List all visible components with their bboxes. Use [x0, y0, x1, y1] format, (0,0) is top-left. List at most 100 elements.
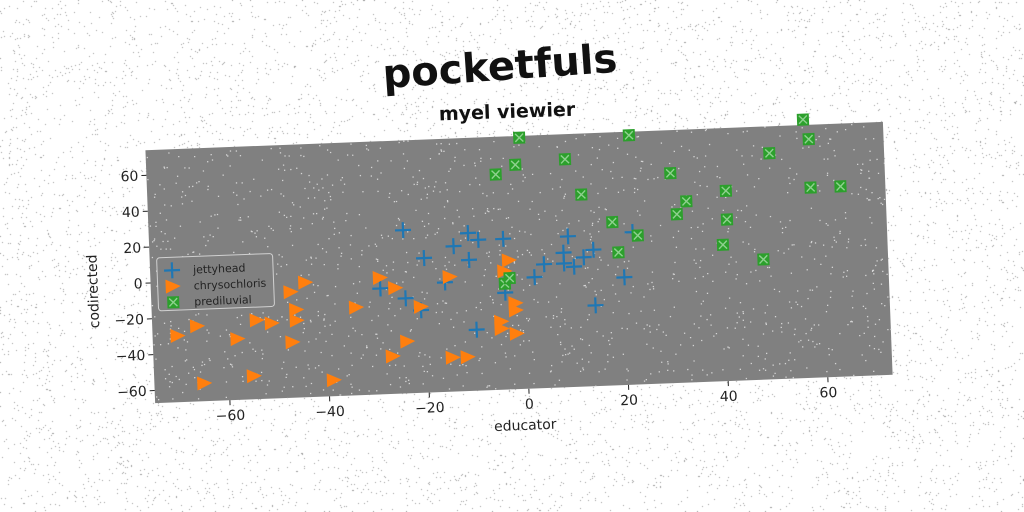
prediluvial-point	[512, 131, 526, 144]
prediluvial-point	[575, 188, 588, 201]
chrysochloris-point	[230, 332, 246, 347]
chrysochloris-point	[249, 313, 265, 328]
jettyhead-point	[394, 222, 412, 239]
chrysochloris-point	[460, 350, 476, 365]
prediluvial-point	[509, 158, 522, 172]
jettyhead-point	[585, 241, 602, 258]
jettyhead-point	[468, 321, 485, 338]
prediluvial-point	[664, 166, 677, 180]
x-tick-label: 0	[525, 397, 535, 413]
prediluvial-point	[631, 229, 644, 242]
prediluvial-point	[680, 195, 693, 208]
jettyhead-point	[575, 249, 592, 266]
legend-label-prediluvial: prediluvial	[194, 293, 252, 308]
x-tick-label: 40	[720, 389, 738, 406]
legend-box	[156, 253, 275, 312]
jettyhead-point	[495, 230, 512, 247]
legend-marker-chrysochloris	[165, 279, 181, 294]
jettyhead-point	[555, 244, 572, 261]
jettyhead-point	[566, 258, 583, 275]
chrysochloris-point	[289, 302, 305, 317]
chrysochloris-point	[246, 369, 262, 384]
jettyhead-point	[460, 251, 478, 268]
prediluvial-point	[834, 180, 847, 193]
plot-area	[145, 121, 893, 404]
prediluvial-point	[719, 184, 733, 198]
chrysochloris-point	[297, 275, 314, 290]
jettyhead-point	[415, 250, 433, 267]
chrysochloris-point	[387, 281, 404, 296]
y-tick-label: 0	[133, 276, 143, 292]
legend-label-chrysochloris: chrysochloris	[193, 277, 266, 293]
prediluvial-point	[489, 168, 502, 181]
y-tick-label: 60	[120, 169, 138, 186]
prediluvial-point	[757, 253, 770, 266]
chrysochloris-point	[170, 329, 186, 344]
chrysochloris-point	[348, 300, 365, 315]
legend-marker-prediluvial	[167, 296, 180, 309]
y-tick-label: −40	[115, 348, 145, 365]
y-tick-label: −20	[114, 312, 144, 329]
x-tick-label: −40	[315, 404, 345, 421]
y-tick-label: 40	[122, 205, 140, 222]
jettyhead-point	[445, 238, 462, 255]
y-axis-label: codirected	[84, 254, 103, 328]
chrysochloris-point	[289, 313, 305, 328]
prediluvial-point	[716, 238, 730, 252]
chrysochloris-point	[385, 349, 401, 364]
y-tick-label: 20	[123, 240, 141, 257]
x-tick-label: −60	[215, 408, 245, 425]
chrysochloris-point	[283, 285, 299, 300]
jettyhead-point	[372, 280, 389, 297]
x-tick-label: 60	[819, 385, 837, 402]
chrysochloris-point	[508, 303, 524, 318]
prediluvial-point	[796, 113, 810, 126]
chrysochloris-point	[442, 270, 458, 285]
chrysochloris-point	[509, 326, 525, 341]
x-tick-label: −20	[415, 400, 445, 417]
chrysochloris-point	[197, 376, 213, 391]
chrysochloris-point	[494, 321, 510, 336]
chrysochloris-point	[285, 335, 301, 350]
jettyhead-point	[616, 269, 633, 286]
chrysochloris-point	[413, 299, 429, 314]
axes: −60 −60 −40 −40 −20 −20 0 0 20 20 40 40 60 60 educato…	[84, 113, 893, 435]
chrysochloris-point	[372, 270, 388, 285]
chrysochloris-point	[264, 316, 280, 331]
chrysochloris-point	[501, 253, 517, 268]
chrysochloris-point	[189, 319, 206, 334]
data-marks	[170, 113, 847, 391]
prediluvial-point	[606, 215, 619, 229]
prediluvial-point	[763, 146, 776, 160]
prediluvial-point	[720, 213, 734, 226]
jettyhead-point	[470, 231, 487, 248]
x-axis-label: educator	[494, 417, 557, 435]
chrysochloris-point	[445, 350, 461, 365]
chart-suptitle: pocketfuls	[381, 36, 619, 98]
chart-title: myel viewier	[439, 99, 577, 126]
chrysochloris-point	[400, 334, 416, 349]
jettyhead-point	[526, 269, 543, 286]
jettyhead-point	[535, 256, 553, 273]
chrysochloris-point	[497, 264, 513, 279]
prediluvial-point	[622, 129, 636, 142]
jettyhead-point	[459, 224, 477, 242]
legend-label-jettyhead: jettyhead	[192, 262, 246, 277]
prediluvial-point	[503, 271, 516, 285]
axis-ticks: −60 −60 −40 −40 −20 −20 0 0 20 20 40 40 60 60	[114, 169, 838, 425]
prediluvial-point	[612, 246, 625, 259]
prediluvial-point	[802, 132, 815, 146]
y-tick-label: −60	[117, 384, 147, 401]
x-tick-label: 20	[620, 393, 638, 410]
legend-marker-jettyhead	[164, 262, 181, 279]
jettyhead-point	[397, 290, 414, 307]
jettyhead-point	[559, 228, 576, 245]
prediluvial-point	[558, 153, 572, 166]
chrysochloris-point	[326, 373, 342, 388]
prediluvial-point	[804, 181, 817, 194]
jettyhead-point	[587, 297, 604, 314]
prediluvial-point	[670, 208, 684, 221]
